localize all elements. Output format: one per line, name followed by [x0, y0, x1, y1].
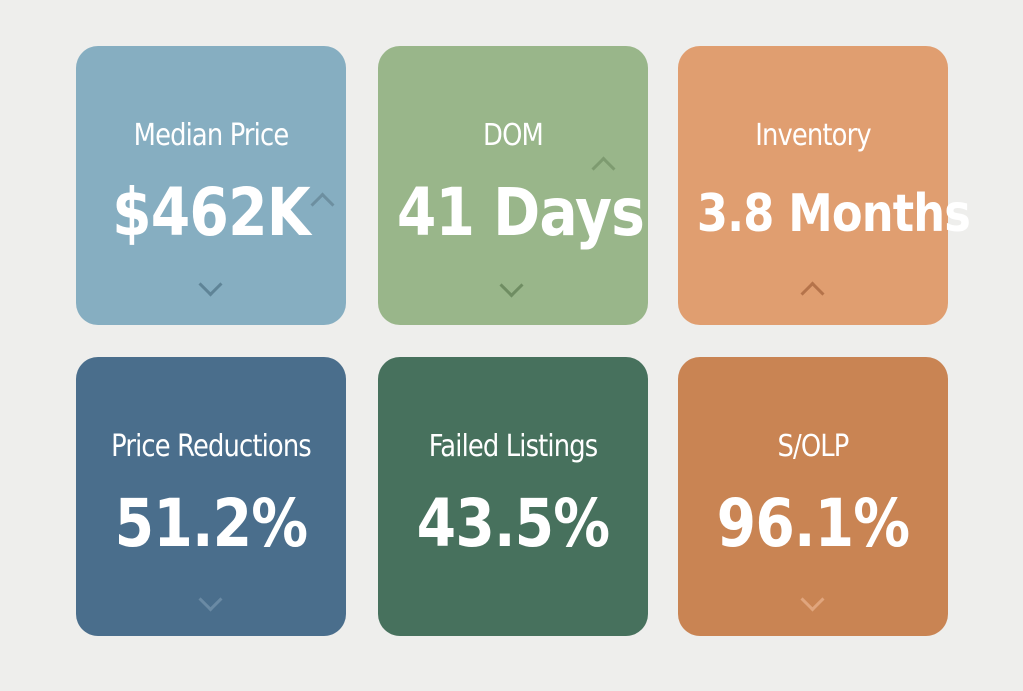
metric-value: $462K [112, 174, 311, 251]
metric-label: Median Price [133, 118, 290, 153]
down-chevron-icon [198, 587, 223, 612]
metric-label: S/OLP [777, 429, 849, 464]
down-chevron-icon [800, 587, 825, 612]
metric-tile-failed-listings: Failed Listings 43.5% [378, 357, 648, 636]
metric-label: Inventory [755, 118, 871, 153]
down-chevron-icon [198, 272, 223, 297]
metric-value: 96.1% [716, 485, 910, 562]
metric-label: Price Reductions [111, 429, 312, 464]
up-chevron-icon [800, 281, 825, 306]
metric-value: 41 Days [396, 174, 645, 251]
metric-tile-dom: DOM 41 Days [378, 46, 648, 325]
metric-tile-median-price: Median Price $462K [76, 46, 346, 325]
metric-tile-price-reductions: Price Reductions 51.2% [76, 357, 346, 636]
metric-tile-inventory: Inventory 3.8 Months [678, 46, 971, 325]
metric-label: Failed Listings [428, 429, 598, 464]
metric-value: 3.8 Months [696, 184, 971, 244]
metric-tile-s-olp: S/OLP 96.1% [678, 357, 948, 636]
metric-value: 43.5% [416, 485, 610, 562]
metric-value: 51.2% [114, 485, 308, 562]
down-chevron-icon [499, 273, 524, 298]
metric-label: DOM [483, 118, 544, 153]
